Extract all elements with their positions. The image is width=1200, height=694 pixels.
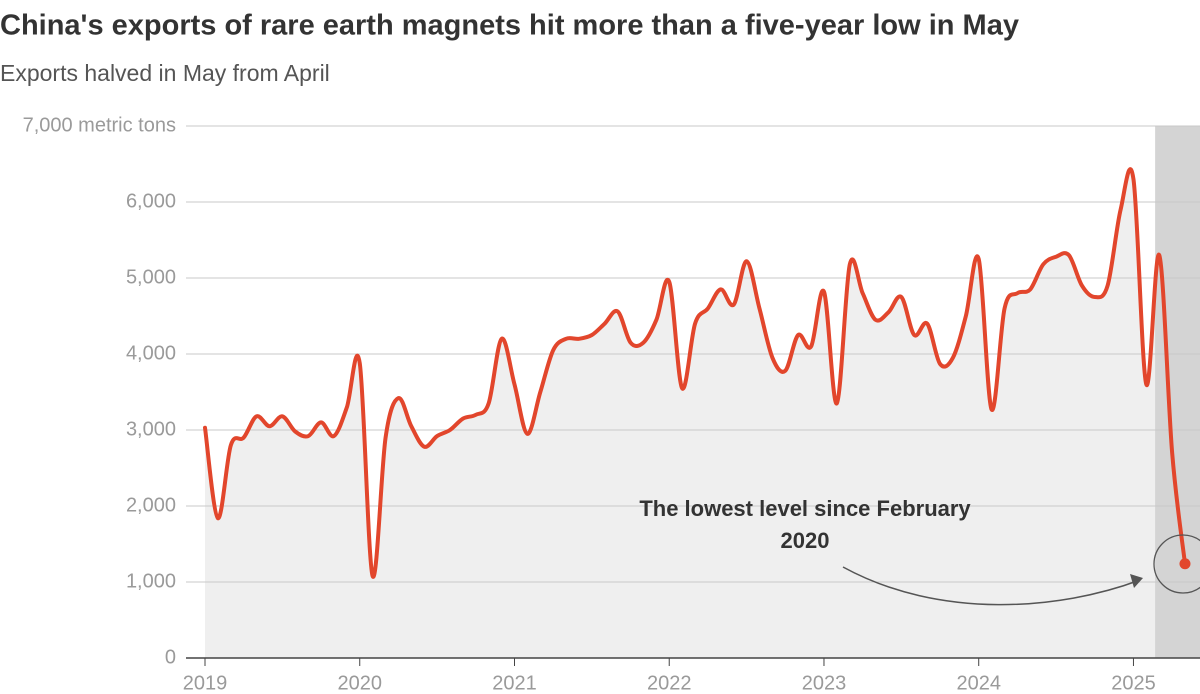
x-tick-label: 2023	[802, 672, 847, 694]
end-point	[1179, 558, 1191, 570]
x-tick-label: 2025	[1111, 672, 1156, 694]
chart-subtitle: Exports halved in May from April	[0, 60, 330, 86]
annotation: The lowest level since February 2020	[639, 496, 971, 553]
x-tick-label: 2019	[183, 672, 228, 694]
annotation-arrow	[842, 566, 1141, 606]
y-tick-label: 7,000 metric tons	[23, 114, 176, 136]
shaded-range	[1155, 126, 1200, 658]
y-tick-label: 6,000	[126, 190, 176, 212]
x-tick-label: 2020	[337, 672, 382, 694]
x-tick-label: 2022	[647, 672, 692, 694]
y-tick-label: 2,000	[126, 494, 176, 516]
area	[205, 169, 1185, 658]
arrow-head	[1130, 574, 1143, 588]
x-tick-label: 2021	[492, 672, 537, 694]
x-tick-label: 2024	[956, 672, 1001, 694]
y-tick-label: 0	[165, 646, 176, 668]
highlight-circle	[1153, 534, 1200, 594]
y-tick-label: 4,000	[126, 342, 176, 364]
chart-title: China's exports of rare earth magnets hi…	[0, 10, 1019, 42]
y-tick-label: 3,000	[126, 418, 176, 440]
line	[203, 167, 1187, 579]
plot-area: 0 1,000 2,000 3,000 4,000 5,000 6,000 7,000 met…	[23, 114, 1200, 694]
y-tick-label: 5,000	[126, 266, 176, 288]
y-tick-label: 1,000	[126, 570, 176, 592]
